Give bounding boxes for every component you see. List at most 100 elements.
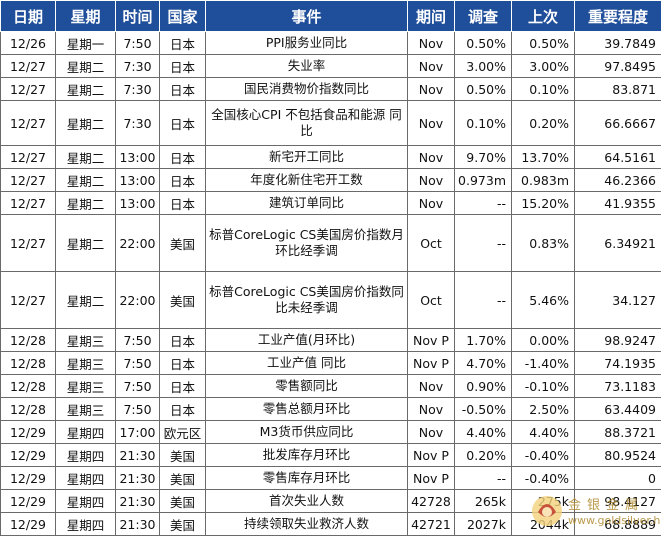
header-survey: 调查 xyxy=(454,0,512,32)
prior-cell: 13.70% xyxy=(511,145,575,169)
table-row: 12/27 星期二 22:00 美国 标普CoreLogic CS美国房价指数月环比经季… xyxy=(0,214,661,272)
country-cell: 日本 xyxy=(159,397,206,421)
date-cell: 12/27 xyxy=(0,145,56,169)
period-cell: Nov xyxy=(407,420,455,444)
importance-cell: 34.127 xyxy=(574,271,661,329)
survey-cell: 0.20% xyxy=(454,443,512,467)
importance-cell: 63.4409 xyxy=(574,397,661,421)
table-row: 12/27 星期二 13:00 日本 新宅开工同比 Nov 9.70% 13.70% 64.51… xyxy=(0,145,661,169)
country-cell: 日本 xyxy=(159,54,206,78)
survey-cell: 0.10% xyxy=(454,100,512,146)
country-cell: 美国 xyxy=(159,271,206,329)
importance-cell: 74.1935 xyxy=(574,351,661,375)
event-cell: 失业率 xyxy=(205,54,408,78)
survey-cell: -- xyxy=(454,271,512,329)
header-date: 日期 xyxy=(0,0,56,32)
table-row: 12/27 星期二 22:00 美国 标普CoreLogic CS美国房价指数同比未经季… xyxy=(0,271,661,329)
event-cell: 工业产值(月环比) xyxy=(205,328,408,352)
time-cell: 21:30 xyxy=(115,443,160,467)
prior-cell: 15.20% xyxy=(511,191,575,215)
prior-cell: 0.50% xyxy=(511,31,575,55)
time-cell: 7:50 xyxy=(115,351,160,375)
country-cell: 日本 xyxy=(159,374,206,398)
date-cell: 12/27 xyxy=(0,100,56,146)
weekday-cell: 星期二 xyxy=(55,100,116,146)
event-cell: 建筑订单同比 xyxy=(205,191,408,215)
prior-cell: 0.983m xyxy=(511,168,575,192)
period-cell: 42721 xyxy=(407,512,455,536)
period-cell: Nov xyxy=(407,77,455,101)
survey-cell: 0.50% xyxy=(454,31,512,55)
event-cell: 零售库存月环比 xyxy=(205,466,408,490)
date-cell: 12/27 xyxy=(0,214,56,272)
country-cell: 美国 xyxy=(159,214,206,272)
importance-cell: 41.9355 xyxy=(574,191,661,215)
date-cell: 12/27 xyxy=(0,77,56,101)
weekday-cell: 星期三 xyxy=(55,374,116,398)
prior-cell: 275k xyxy=(511,489,575,513)
table-row: 12/27 星期二 7:30 日本 失业率 Nov 3.00% 3.00% 97.8495 xyxy=(0,54,661,78)
date-cell: 12/28 xyxy=(0,328,56,352)
prior-cell: 3.00% xyxy=(511,54,575,78)
prior-cell: 0.83% xyxy=(511,214,575,272)
importance-cell: 83.871 xyxy=(574,77,661,101)
survey-cell: 0.50% xyxy=(454,77,512,101)
importance-cell: 0 xyxy=(574,466,661,490)
period-cell: Nov P xyxy=(407,443,455,467)
prior-cell: -0.40% xyxy=(511,466,575,490)
country-cell: 日本 xyxy=(159,351,206,375)
event-cell: 标普CoreLogic CS美国房价指数月环比经季调 xyxy=(205,214,408,272)
table-row: 12/26 星期一 7:50 日本 PPI服务业同比 Nov 0.50% 0.50% 39.78… xyxy=(0,31,661,55)
table-row: 12/27 星期二 13:00 日本 年度化新住宅开工数 Nov 0.973m 0.983m 4… xyxy=(0,168,661,192)
table-row: 12/27 星期二 7:30 日本 国民消费物价指数同比 Nov 0.50% 0.10% 83.… xyxy=(0,77,661,101)
country-cell: 日本 xyxy=(159,168,206,192)
event-cell: PPI服务业同比 xyxy=(205,31,408,55)
time-cell: 13:00 xyxy=(115,145,160,169)
date-cell: 12/29 xyxy=(0,466,56,490)
table-row: 12/29 星期四 21:30 美国 零售库存月环比 Nov P -- -0.40% 0 xyxy=(0,466,661,490)
event-cell: 首次失业人数 xyxy=(205,489,408,513)
event-cell: 持续领取失业救济人数 xyxy=(205,512,408,536)
date-cell: 12/27 xyxy=(0,168,56,192)
prior-cell: 4.40% xyxy=(511,420,575,444)
survey-cell: 4.40% xyxy=(454,420,512,444)
country-cell: 美国 xyxy=(159,443,206,467)
table-row: 12/29 星期四 21:30 美国 批发库存月环比 Nov P 0.20% -0.40% 80… xyxy=(0,443,661,467)
weekday-cell: 星期二 xyxy=(55,271,116,329)
survey-cell: 0.973m xyxy=(454,168,512,192)
period-cell: Nov P xyxy=(407,351,455,375)
table-row: 12/29 星期四 21:30 美国 首次失业人数 42728 265k 275k 98.412… xyxy=(0,489,661,513)
survey-cell: -- xyxy=(454,191,512,215)
time-cell: 21:30 xyxy=(115,489,160,513)
importance-cell: 97.8495 xyxy=(574,54,661,78)
date-cell: 12/26 xyxy=(0,31,56,55)
prior-cell: 0.10% xyxy=(511,77,575,101)
period-cell: Nov xyxy=(407,145,455,169)
table-row: 12/27 星期二 13:00 日本 建筑订单同比 Nov -- 15.20% 41.9355 xyxy=(0,191,661,215)
header-event: 事件 xyxy=(205,0,408,32)
time-cell: 22:00 xyxy=(115,214,160,272)
date-cell: 12/29 xyxy=(0,443,56,467)
date-cell: 12/28 xyxy=(0,351,56,375)
event-cell: 零售额同比 xyxy=(205,374,408,398)
time-cell: 22:00 xyxy=(115,271,160,329)
period-cell: Oct xyxy=(407,271,455,329)
importance-cell: 73.1183 xyxy=(574,374,661,398)
event-cell: 工业产值 同比 xyxy=(205,351,408,375)
weekday-cell: 星期二 xyxy=(55,214,116,272)
weekday-cell: 星期四 xyxy=(55,420,116,444)
survey-cell: 4.70% xyxy=(454,351,512,375)
time-cell: 7:50 xyxy=(115,397,160,421)
time-cell: 7:50 xyxy=(115,374,160,398)
date-cell: 12/29 xyxy=(0,512,56,536)
date-cell: 12/27 xyxy=(0,191,56,215)
period-cell: Nov xyxy=(407,100,455,146)
header-prior: 上次 xyxy=(511,0,575,32)
weekday-cell: 星期四 xyxy=(55,443,116,467)
period-cell: Nov xyxy=(407,397,455,421)
country-cell: 日本 xyxy=(159,31,206,55)
weekday-cell: 星期三 xyxy=(55,351,116,375)
table-row: 12/28 星期三 7:50 日本 零售总额月环比 Nov -0.50% 2.50% 63.44… xyxy=(0,397,661,421)
importance-cell: 98.4127 xyxy=(574,489,661,513)
